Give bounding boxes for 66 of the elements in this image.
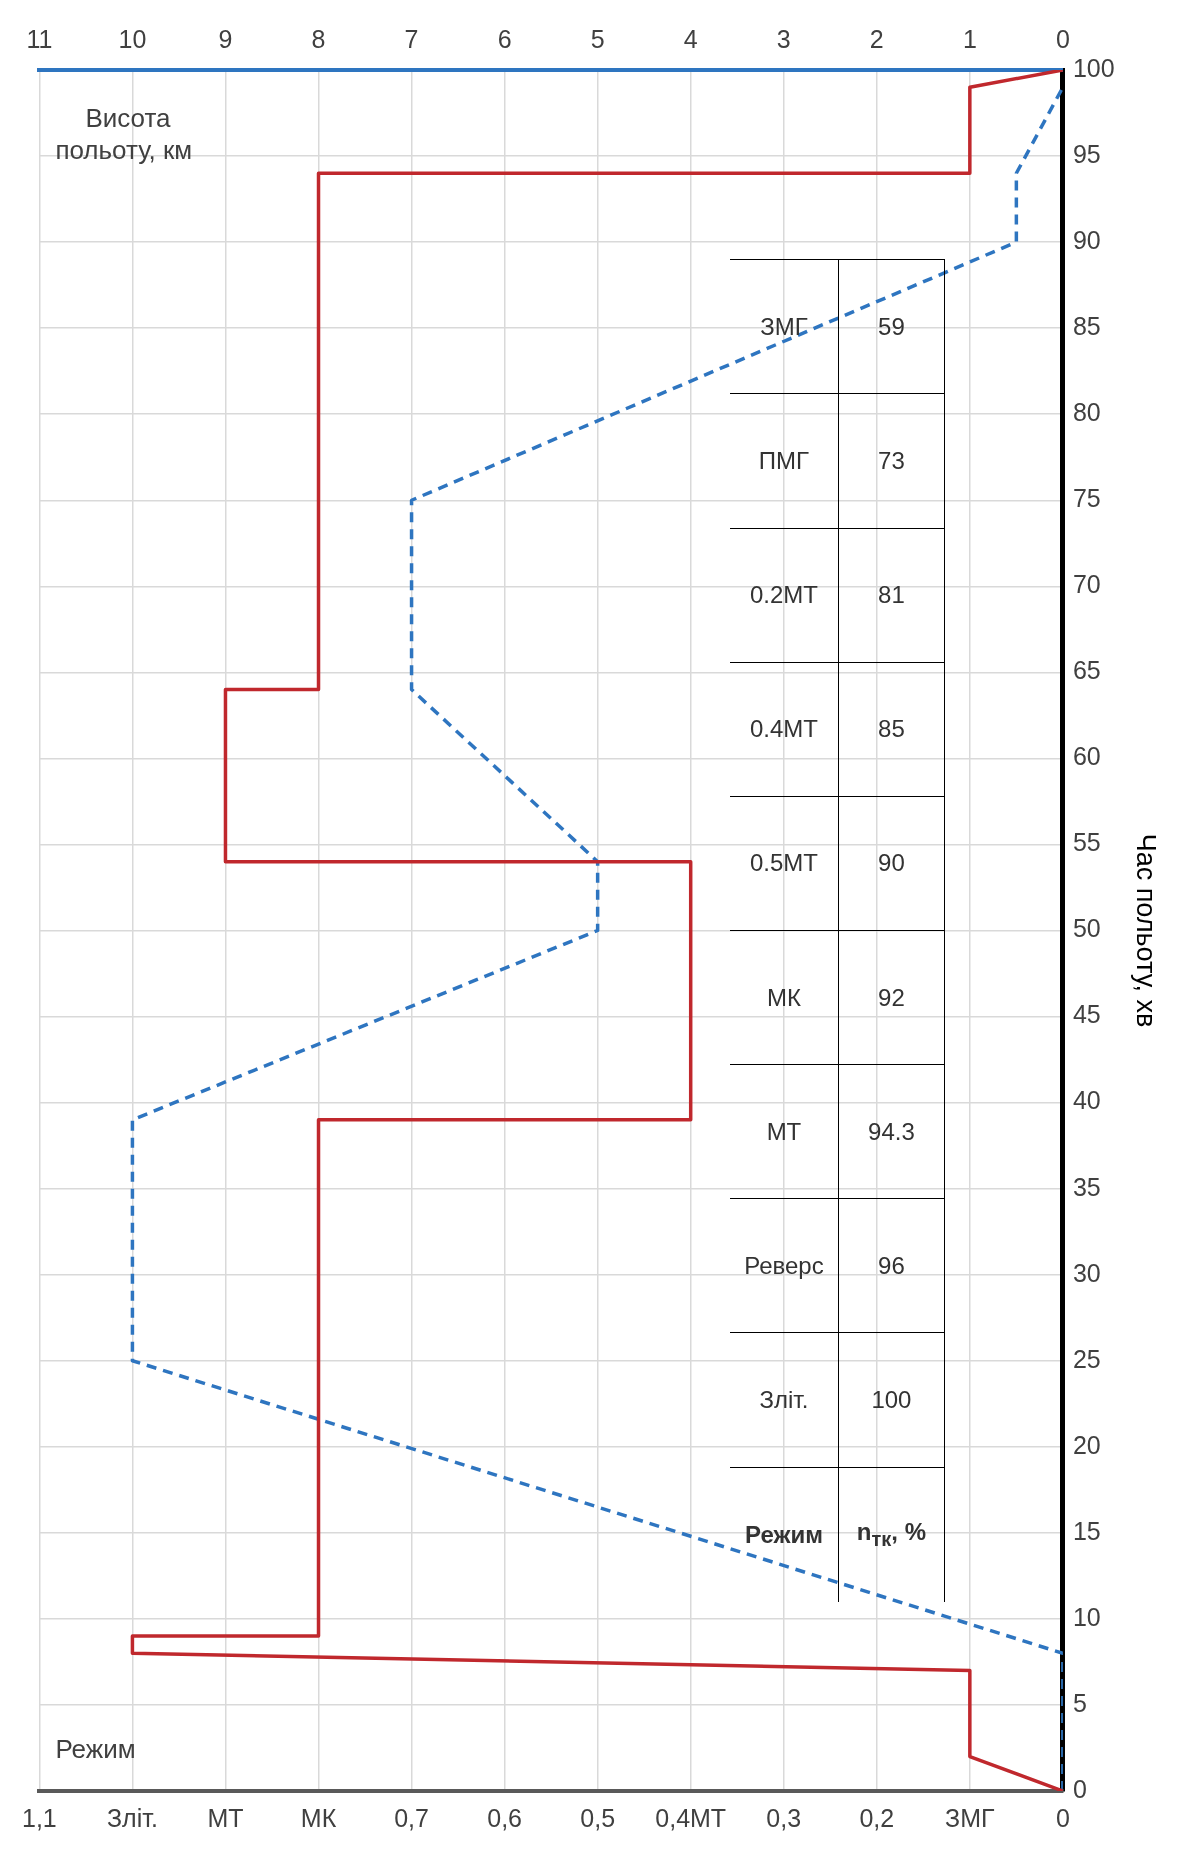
y-tick-label: 70: [1072, 570, 1101, 599]
y-tick-label: 50: [1072, 914, 1101, 943]
x-tick-label: 0,7: [394, 1803, 429, 1832]
x2-tick-label: 4: [683, 24, 698, 53]
annotation: 94.3: [868, 1117, 915, 1146]
y-tick-label: 65: [1072, 656, 1101, 685]
y-tick-label: 45: [1072, 1000, 1101, 1029]
y-tick-label: 5: [1072, 1688, 1087, 1717]
y-tick-label: 80: [1072, 398, 1101, 427]
annotation: 100: [871, 1385, 912, 1414]
y-tick-label: 0: [1072, 1774, 1087, 1803]
x-tick-label: МТ: [207, 1803, 244, 1832]
x-axis-title: Режим: [55, 1734, 136, 1765]
x2-tick-label: 10: [118, 24, 147, 53]
x-tick-label: 0,4МТ: [655, 1803, 727, 1832]
y-axis-title: Час польоту, хв: [1131, 833, 1162, 1028]
x2-tick-label: 6: [497, 24, 512, 53]
annotation: МК: [766, 983, 801, 1012]
x-tick-label: 0,5: [580, 1803, 616, 1832]
x2-tick-label: 3: [776, 24, 791, 53]
annotation: Зліт.: [759, 1385, 809, 1414]
annotation: 92: [878, 983, 905, 1012]
y-tick-label: 60: [1072, 742, 1101, 771]
y-tick-label: 100: [1072, 53, 1115, 82]
y-tick-label: 20: [1072, 1430, 1101, 1459]
annotation: 73: [878, 446, 905, 475]
annotation: 85: [878, 715, 905, 744]
annotation: 59: [878, 312, 905, 341]
x-tick-label: МК: [300, 1803, 337, 1832]
y-tick-label: 15: [1072, 1516, 1101, 1545]
x-tick-label: Зліт.: [106, 1803, 158, 1832]
annotation: Реверс: [744, 1251, 824, 1280]
y-tick-label: 90: [1072, 225, 1101, 254]
x2-tick-label: 9: [218, 24, 233, 53]
x2-tick-label: 2: [869, 24, 884, 53]
x2-tick-label: 5: [590, 24, 605, 53]
annotation: ПМГ: [758, 446, 810, 475]
annotation: n$_{тк}$, %: [856, 1518, 926, 1551]
y-tick-label: 25: [1072, 1344, 1101, 1373]
x2-tick-label: 1: [962, 24, 977, 53]
y-tick-label: 55: [1072, 828, 1101, 857]
x-tick-label: 0,6: [487, 1803, 522, 1832]
y-tick-label: 35: [1072, 1172, 1101, 1201]
annotation: 81: [878, 581, 905, 610]
y-tick-label: 85: [1072, 312, 1101, 341]
annotation: 90: [878, 849, 905, 878]
y-tick-label: 10: [1072, 1602, 1101, 1631]
annotation: 0.4МТ: [749, 715, 818, 744]
annotation: Режим: [744, 1520, 823, 1549]
annotation: ЗМГ: [760, 312, 808, 341]
y-tick-label: 40: [1072, 1086, 1101, 1115]
y-tick-label: 30: [1072, 1258, 1101, 1287]
y-tick-label: 95: [1072, 139, 1101, 168]
x-tick-label: ЗМГ: [945, 1803, 996, 1832]
annotation: 0.2МТ: [749, 581, 818, 610]
x2-tick-label: 8: [311, 24, 326, 53]
x2-axis-title: Висота польоту, км: [55, 103, 193, 166]
annotation: 0.5МТ: [749, 849, 818, 878]
x2-tick-label: 11: [26, 24, 53, 53]
y-tick-label: 75: [1072, 484, 1101, 513]
x-tick-label: 0,3: [766, 1803, 802, 1832]
annotation: 96: [878, 1251, 905, 1280]
x-tick-label: 0,2: [859, 1803, 895, 1832]
x-tick-label: 1,1: [21, 1803, 57, 1832]
x2-tick-label: 7: [404, 24, 419, 53]
annotation: МТ: [766, 1117, 802, 1146]
